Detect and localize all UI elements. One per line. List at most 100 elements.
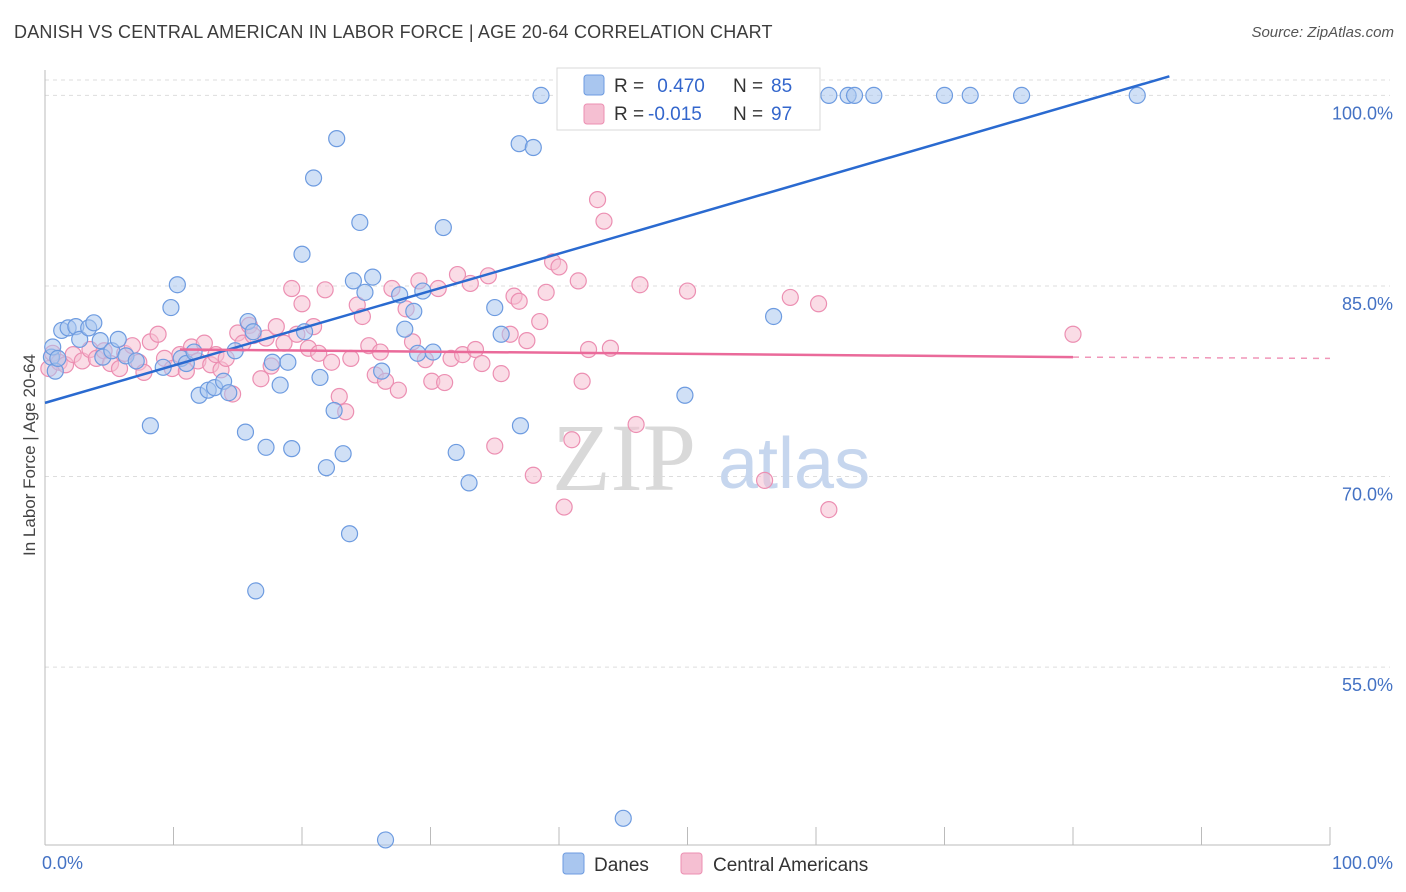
danes-point-59 — [434, 218, 452, 237]
central-point-45 — [322, 353, 341, 371]
series-legend-label-danes: Danes — [594, 855, 649, 876]
axes — [44, 70, 1331, 846]
danes-point-43 — [325, 401, 343, 420]
legend-n-value-danes: 85 — [771, 76, 792, 97]
central-point-16 — [149, 325, 167, 343]
danes-point-19 — [168, 276, 186, 294]
danes-point-34 — [263, 353, 282, 371]
central-point-78 — [531, 312, 549, 331]
danes-point-35 — [271, 376, 289, 394]
danes-point-42 — [317, 459, 336, 477]
y-tick-label-0: 100.0% — [1332, 103, 1393, 123]
watermark-zip: ZIP — [552, 404, 696, 511]
danes-point-3 — [49, 349, 67, 368]
legend-n-value-central: 97 — [771, 104, 792, 125]
danes-point-51 — [373, 362, 391, 380]
central-point-48 — [342, 349, 360, 368]
central-point-71 — [486, 437, 504, 455]
danes-point-67 — [532, 86, 550, 105]
central-point-90 — [627, 415, 645, 434]
danes-point-76 — [764, 307, 783, 326]
danes-point-7 — [71, 330, 89, 348]
trend-lines — [44, 75, 1331, 405]
central-point-63 — [436, 373, 454, 392]
danes-point-29 — [236, 423, 255, 441]
danes-point-50 — [364, 268, 382, 286]
danes-point-55 — [405, 302, 423, 320]
danes-point-27 — [220, 384, 238, 402]
central-point-84 — [569, 272, 587, 290]
chart-source: Source: ZipAtlas.com — [1251, 24, 1394, 41]
central-point-88 — [595, 212, 613, 230]
danes-point-52 — [376, 831, 395, 849]
danes-point-44 — [328, 130, 346, 148]
watermark: ZIP atlas — [552, 404, 870, 511]
danes-point-66 — [524, 138, 542, 157]
legend-n-label-central: N = — [733, 104, 763, 125]
danes-point-36 — [279, 353, 297, 371]
danes-point-45 — [334, 445, 352, 463]
danes-point-16 — [141, 417, 159, 435]
danes-point-79 — [845, 86, 864, 105]
central-point-97 — [1064, 325, 1082, 343]
watermark-atlas: atlas — [718, 424, 870, 504]
central-point-92 — [678, 282, 697, 300]
central-point-93 — [755, 471, 774, 489]
legend-r-label-danes: R = — [614, 76, 644, 97]
y-tick-label-1: 85.0% — [1342, 294, 1393, 314]
central-trend-line-extension — [1072, 356, 1331, 360]
central-point-87 — [588, 190, 607, 209]
danes-point-40 — [304, 169, 323, 187]
legend-r-value-danes: 0.470 — [652, 76, 705, 97]
danes-point-64 — [510, 135, 528, 153]
x-tick-label-min: 0.0% — [42, 853, 83, 873]
danes-point-47 — [344, 272, 362, 290]
y-tick-labels: 100.0% 85.0% 70.0% 55.0% — [1332, 103, 1393, 695]
central-point-40 — [293, 295, 311, 313]
central-point-82 — [555, 498, 573, 516]
central-point-85 — [573, 372, 591, 390]
x-tick-labels: 0.0% 100.0% — [42, 853, 1393, 873]
danes-point-31 — [244, 323, 262, 341]
central-point-72 — [492, 365, 510, 383]
danes-point-56 — [409, 344, 427, 362]
legend-swatch-danes — [583, 74, 605, 96]
series-legend: Danes Central Americans — [562, 852, 868, 876]
danes-point-71 — [614, 809, 632, 827]
legend-swatch-central-americans — [583, 103, 605, 125]
danes-point-10 — [91, 332, 109, 350]
central-point-96 — [820, 500, 838, 519]
danes-point-32 — [247, 582, 265, 600]
danes-points — [42, 86, 1146, 849]
danes-point-63 — [492, 325, 510, 343]
central-point-68 — [466, 340, 485, 359]
series-legend-label-central: Central Americans — [713, 855, 868, 876]
danes-point-38 — [293, 245, 311, 263]
stats-legend: R = 0.470 N = 85 R = -0.015 N = 97 — [556, 67, 821, 131]
danes-point-33 — [257, 438, 275, 456]
central-point-83 — [563, 431, 581, 449]
danes-point-77 — [820, 86, 838, 105]
central-point-43 — [310, 344, 328, 362]
danes-point-65 — [511, 417, 530, 435]
central-point-79 — [537, 283, 555, 301]
danes-point-41 — [311, 368, 329, 387]
central-point-81 — [550, 258, 568, 276]
danes-point-61 — [460, 474, 478, 492]
central-point-95 — [809, 295, 828, 313]
danes-point-48 — [351, 213, 369, 232]
danes-point-60 — [447, 443, 465, 462]
central-point-36 — [267, 318, 285, 336]
central-point-33 — [252, 370, 270, 388]
danes-point-18 — [162, 298, 180, 317]
danes-point-83 — [1012, 86, 1031, 105]
danes-trend-line — [44, 75, 1170, 405]
y-tick-label-3: 55.0% — [1342, 675, 1393, 695]
x-tick-label-max: 100.0% — [1332, 853, 1393, 873]
danes-point-62 — [486, 298, 504, 317]
legend-r-value-central: -0.015 — [648, 104, 702, 125]
legend-r-label-central: R = — [614, 104, 644, 125]
central-point-91 — [631, 276, 649, 294]
central-point-94 — [781, 288, 799, 307]
